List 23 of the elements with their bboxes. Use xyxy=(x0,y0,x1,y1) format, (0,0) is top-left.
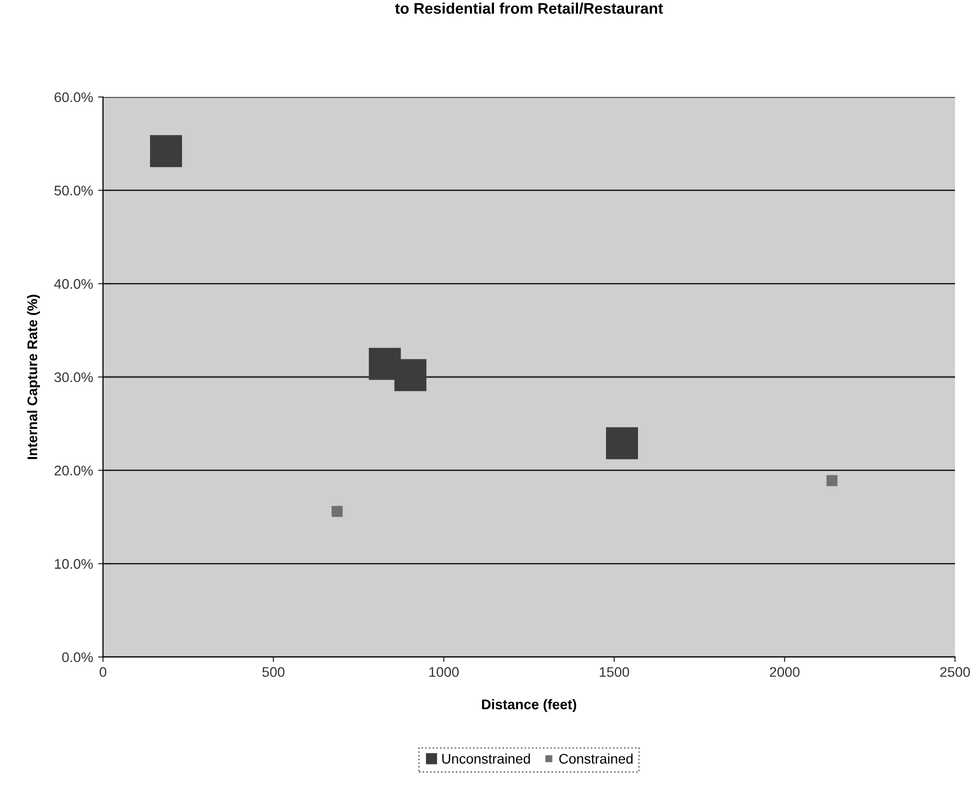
x-tick-label: 500 xyxy=(262,667,284,677)
point xyxy=(826,475,838,486)
chart-title: to Residential from Retail/Restaurant xyxy=(395,2,663,14)
x-tick-label: 0 xyxy=(100,667,106,677)
x-axis-title: Distance (feet) xyxy=(482,699,576,712)
y-tick-label: 60.0% xyxy=(54,92,93,102)
y-tick-label: 0.0% xyxy=(62,652,93,662)
y-tick-label: 30.0% xyxy=(54,372,93,382)
x-tick-label: 2500 xyxy=(940,667,970,677)
legend-label: Constrained xyxy=(559,754,633,764)
y-tick-label: 50.0% xyxy=(54,186,93,196)
y-axis-title: Internal Capture Rate (%) xyxy=(27,294,40,460)
x-tick-label: 2000 xyxy=(770,667,800,677)
x-tick-label: 1000 xyxy=(429,667,459,677)
x-tick-label: 1500 xyxy=(600,667,630,677)
point xyxy=(394,359,426,392)
point xyxy=(332,506,343,517)
y-tick-label: 40.0% xyxy=(54,279,93,289)
y-tick-label: 10.0% xyxy=(54,559,93,569)
point xyxy=(150,135,182,168)
point xyxy=(606,427,638,460)
y-tick-label: 20.0% xyxy=(54,466,93,476)
legend-label: Unconstrained xyxy=(442,754,530,764)
